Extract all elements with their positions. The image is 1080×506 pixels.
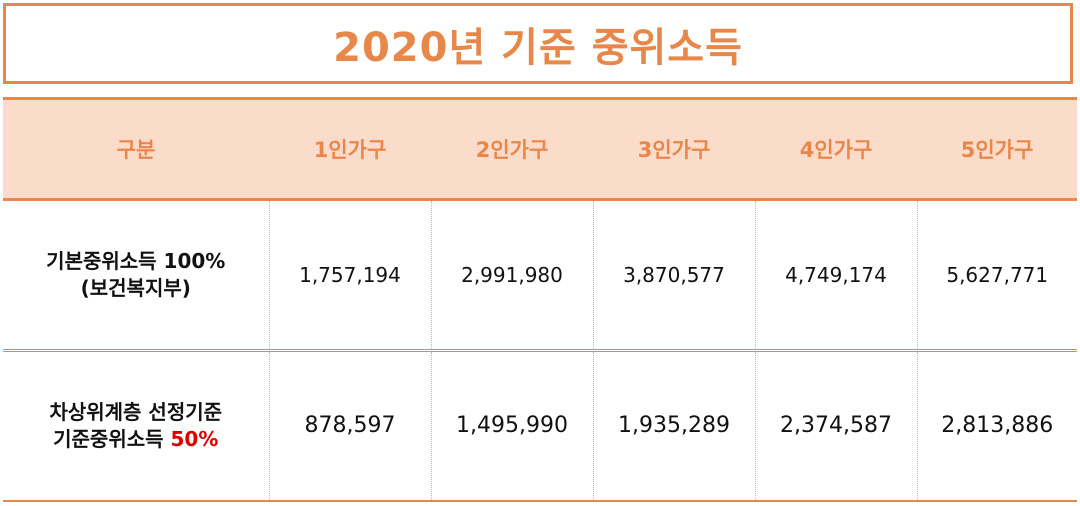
row-label: 차상위계층 선정기준 기준중위소득 50% xyxy=(3,399,269,453)
row-label-line2-wrap: 기준중위소득 50% xyxy=(3,426,269,453)
row-label-line1: 차상위계층 선정기준 xyxy=(49,399,223,424)
page-title: 2020년 기준 중위소득 xyxy=(333,24,743,71)
table-cell: 1,495,990 xyxy=(430,350,593,502)
header-3-person: 3인가구 xyxy=(593,97,755,201)
table-cell: 5,627,771 xyxy=(916,199,1077,352)
header-5-person: 5인가구 xyxy=(917,97,1077,201)
table-cell: 2,991,980 xyxy=(430,199,593,352)
table-cell: 1,935,289 xyxy=(592,350,755,502)
table-row-base-median: 기본중위소득 100% (보건복지부) 1,757,194 2,991,980 … xyxy=(3,199,1077,352)
row-label-line2: (보건복지부) xyxy=(80,275,191,300)
median-income-table: 구분 1인가구 2인가구 3인가구 4인가구 5인가구 기본중위소득 100% … xyxy=(3,97,1077,502)
row-label-line2: 기준중위소득 xyxy=(53,426,164,451)
header-1-person: 1인가구 xyxy=(269,97,431,201)
header-4-person: 4인가구 xyxy=(755,97,917,201)
row-label-line1: 기본중위소득 100% xyxy=(46,248,226,273)
header-2-person: 2인가구 xyxy=(431,97,593,201)
header-category: 구분 xyxy=(3,97,269,201)
row-label: 기본중위소득 100% (보건복지부) xyxy=(3,248,269,302)
table-row-near-poverty: 차상위계층 선정기준 기준중위소득 50% 878,597 1,495,990 … xyxy=(3,350,1077,502)
table-cell: 1,757,194 xyxy=(268,199,431,352)
table-cell: 2,374,587 xyxy=(754,350,917,502)
table-cell: 3,870,577 xyxy=(592,199,755,352)
row-label-cell: 기본중위소득 100% (보건복지부) xyxy=(3,199,269,352)
table-cell: 2,813,886 xyxy=(916,350,1077,502)
table-header-row: 구분 1인가구 2인가구 3인가구 4인가구 5인가구 xyxy=(3,97,1077,201)
row-label-highlight: 50% xyxy=(170,426,219,451)
table-cell: 4,749,174 xyxy=(754,199,917,352)
row-label-cell: 차상위계층 선정기준 기준중위소득 50% xyxy=(3,350,269,502)
title-box: 2020년 기준 중위소득 xyxy=(3,3,1073,84)
table-cell: 878,597 xyxy=(268,350,431,502)
